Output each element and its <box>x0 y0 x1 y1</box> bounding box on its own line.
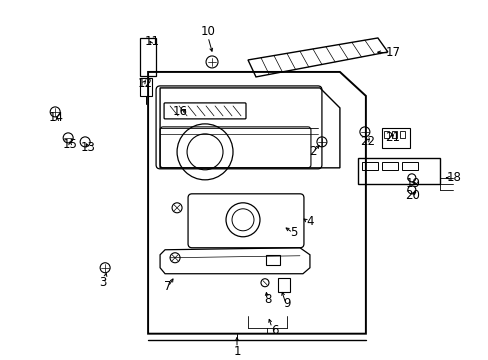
Text: 5: 5 <box>290 226 297 239</box>
Bar <box>140 38 156 76</box>
Text: 14: 14 <box>49 111 63 125</box>
Bar <box>383 131 388 138</box>
Bar <box>140 78 152 96</box>
Text: 17: 17 <box>385 46 400 59</box>
Text: 7: 7 <box>164 280 171 293</box>
Text: 11: 11 <box>144 36 159 49</box>
Text: 1: 1 <box>233 345 240 358</box>
Text: 18: 18 <box>446 171 460 184</box>
Bar <box>265 255 280 265</box>
Bar <box>381 128 409 148</box>
Bar <box>401 162 417 170</box>
Text: 9: 9 <box>283 297 290 310</box>
Text: 13: 13 <box>81 141 95 154</box>
Bar <box>277 278 289 292</box>
Text: 3: 3 <box>99 276 106 289</box>
Text: 4: 4 <box>305 215 313 228</box>
Text: 22: 22 <box>360 135 375 148</box>
Bar <box>399 131 404 138</box>
Bar <box>357 158 439 184</box>
Text: 2: 2 <box>308 145 316 158</box>
Text: 15: 15 <box>62 138 78 151</box>
Text: 16: 16 <box>172 105 187 118</box>
Bar <box>361 162 377 170</box>
Bar <box>381 162 397 170</box>
Text: 19: 19 <box>405 177 420 190</box>
Text: 20: 20 <box>405 189 419 202</box>
Text: 21: 21 <box>385 131 400 144</box>
Text: 10: 10 <box>200 26 215 39</box>
Text: 12: 12 <box>137 77 152 90</box>
Text: 8: 8 <box>264 293 271 306</box>
Text: 6: 6 <box>271 324 278 337</box>
Bar <box>391 131 396 138</box>
